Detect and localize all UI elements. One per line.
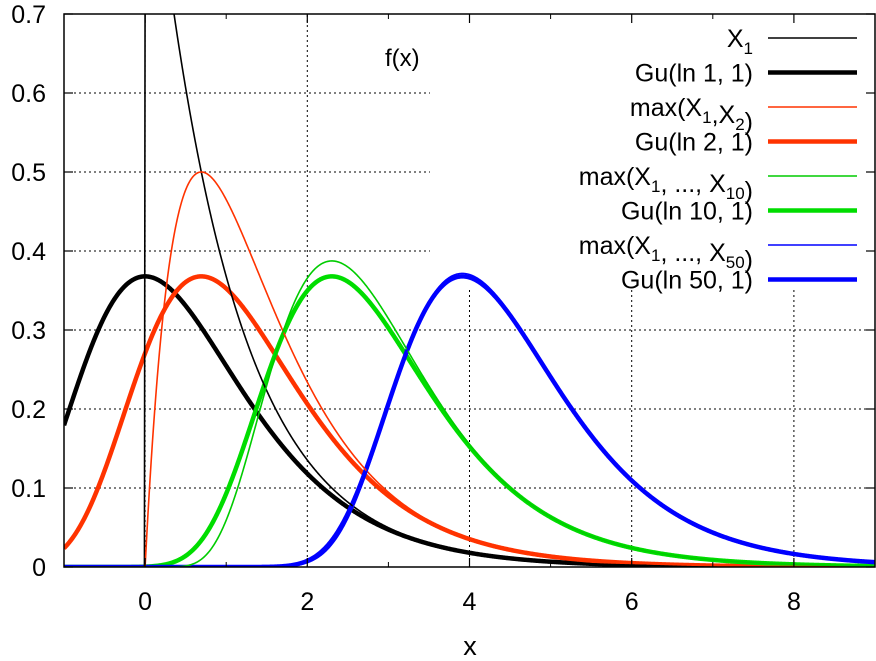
legend-entry: max(X1, ..., X10)	[579, 163, 857, 205]
legend-label: max(X1, ..., X10)	[579, 163, 753, 205]
x-tick-label: 0	[138, 588, 152, 616]
y-tick-label: 0	[32, 554, 46, 582]
x-tick-label: 2	[300, 588, 314, 616]
series-line-max-x-1-x-50	[64, 272, 875, 567]
legend-label: max(X1,X2)	[630, 94, 753, 136]
legend-label: Gu(ln 10, 1)	[621, 198, 753, 226]
legend-label: Gu(ln 2, 1)	[635, 129, 753, 157]
y-tick-label: 0.7	[11, 1, 46, 29]
legend-entry: max(X1,X2)	[630, 94, 857, 136]
series-line-max-x-1-x-2	[64, 171, 875, 567]
y-tick-label: 0.5	[11, 159, 46, 187]
legend-entry: Gu(ln 1, 1)	[635, 60, 857, 88]
legend-label: Gu(ln 1, 1)	[635, 60, 753, 88]
grid	[64, 14, 875, 567]
x-tick-label: 8	[787, 588, 801, 616]
legend-label: max(X1, ..., X50)	[579, 232, 753, 274]
legend-entry: X1	[727, 25, 857, 58]
x-tick-label: 4	[463, 588, 477, 616]
legend-label: X1	[727, 25, 753, 58]
annotation-fx: f(x)	[385, 45, 420, 72]
x-tick-label: 6	[625, 588, 639, 616]
series-line-max-x-1-x-10	[64, 260, 875, 567]
y-tick-label: 0.2	[11, 396, 46, 424]
legend-entry: max(X1, ..., X50)	[579, 232, 857, 274]
legend-entry: Gu(ln 2, 1)	[635, 129, 857, 157]
legend-entry: Gu(ln 50, 1)	[621, 267, 857, 295]
y-tick-label: 0.3	[11, 317, 46, 345]
y-tick-label: 0.4	[11, 238, 46, 266]
x-axis-title: x	[463, 631, 477, 661]
y-tick-label: 0.1	[11, 475, 46, 503]
legend-label: Gu(ln 50, 1)	[621, 267, 753, 295]
y-tick-label: 0.6	[11, 80, 46, 108]
legend-entry: Gu(ln 10, 1)	[621, 198, 857, 226]
ticks: 0 2 4 6 8 0 0.1 0.2 0.3 0.4 0.5 0.6 0.7	[11, 1, 876, 616]
